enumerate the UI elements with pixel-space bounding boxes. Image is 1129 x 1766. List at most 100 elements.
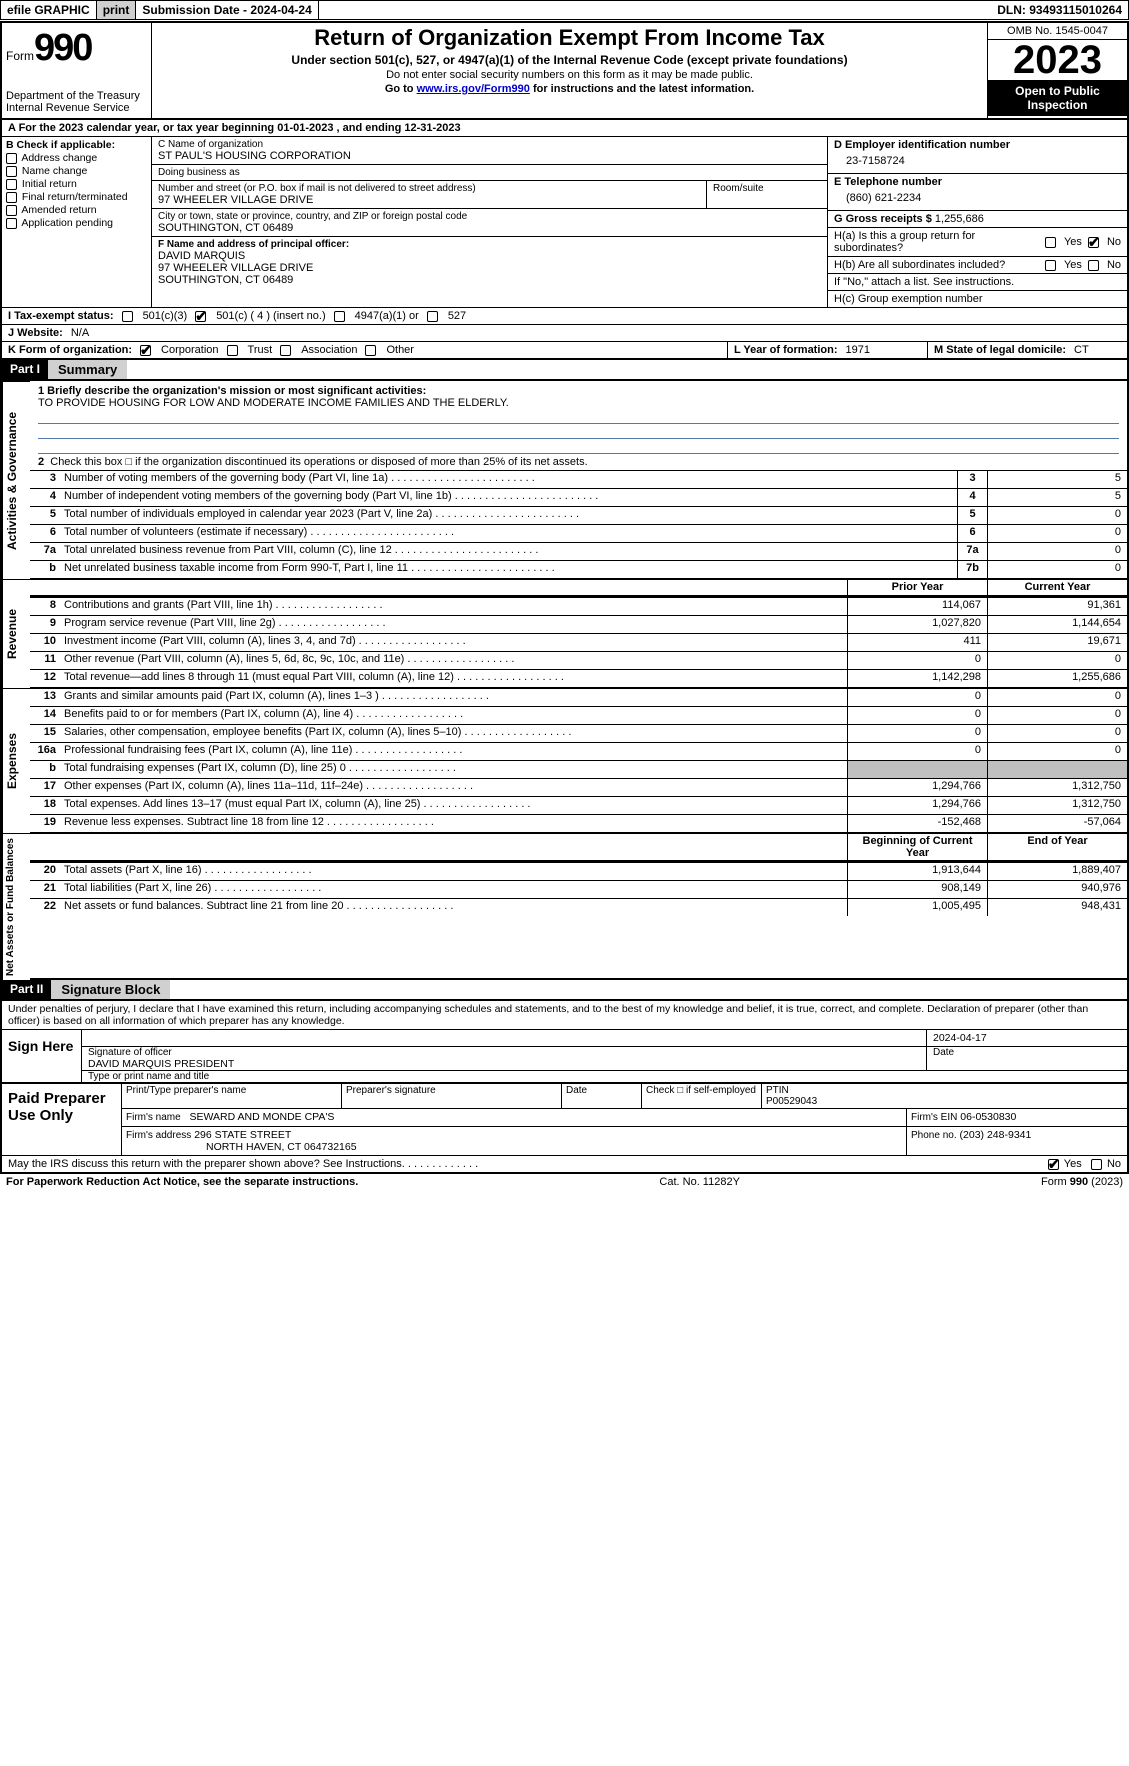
chk-ha-yes[interactable] (1045, 237, 1056, 248)
part1-header: Part I Summary (2, 360, 1127, 381)
telephone: (860) 621-2234 (834, 188, 1121, 208)
org-name: ST PAUL'S HOUSING CORPORATION (158, 150, 821, 162)
row-k: K Form of organization: Corporation Trus… (2, 342, 1127, 360)
summary-netassets: Net Assets or Fund Balances Beginning of… (2, 833, 1127, 980)
dln: DLN: 93493115010264 (991, 1, 1128, 19)
form-subtitle: Under section 501(c), 527, or 4947(a)(1)… (158, 53, 981, 67)
topbar: efile GRAPHIC print Submission Date - 20… (0, 0, 1129, 20)
ptin: P00529043 (766, 1096, 817, 1107)
officer-name: DAVID MARQUIS (158, 250, 821, 262)
data-line: 13Grants and similar amounts paid (Part … (30, 688, 1127, 706)
col-c-org-info: C Name of organization ST PAUL'S HOUSING… (152, 137, 827, 307)
gov-line: 6Total number of volunteers (estimate if… (30, 524, 1127, 542)
gov-line: 7aTotal unrelated business revenue from … (30, 542, 1127, 560)
footer-discuss: May the IRS discuss this return with the… (2, 1155, 1127, 1172)
mission-text: TO PROVIDE HOUSING FOR LOW AND MODERATE … (38, 397, 1119, 409)
col-b-checkboxes: B Check if applicable: Address change Na… (2, 137, 152, 307)
gross-receipts: 1,255,686 (935, 213, 984, 225)
data-line: 19Revenue less expenses. Subtract line 1… (30, 814, 1127, 832)
chk-trust[interactable] (227, 345, 238, 356)
print-button[interactable]: print (97, 1, 137, 19)
data-line: 16aProfessional fundraising fees (Part I… (30, 742, 1127, 760)
data-line: 8Contributions and grants (Part VIII, li… (30, 597, 1127, 615)
firm-name: SEWARD AND MONDE CPA'S (189, 1111, 334, 1123)
data-line: 22Net assets or fund balances. Subtract … (30, 898, 1127, 916)
row-j-website: J Website: N/A (2, 325, 1127, 342)
sig-declaration: Under penalties of perjury, I declare th… (2, 1001, 1127, 1029)
ein: 23-7158724 (834, 151, 1121, 171)
col-d-right: D Employer identification number 23-7158… (827, 137, 1127, 307)
chk-initial-return[interactable] (6, 179, 17, 190)
summary-revenue: Revenue Prior YearCurrent Year 8Contribu… (2, 579, 1127, 688)
part2-header: Part II Signature Block (2, 980, 1127, 1001)
chk-501c3[interactable] (122, 311, 133, 322)
cat-no: Cat. No. 11282Y (659, 1176, 740, 1188)
form-note-link: Go to www.irs.gov/Form990 for instructio… (158, 83, 981, 95)
tax-year: 2023 (988, 40, 1127, 80)
sign-here-block: Sign Here 2024-04-17 Signature of office… (2, 1029, 1127, 1082)
dept-treasury: Department of the Treasury (6, 90, 147, 102)
chk-hb-yes[interactable] (1045, 260, 1056, 271)
open-inspection: Open to Public Inspection (988, 80, 1127, 116)
summary-governance: Activities & Governance 1 Briefly descri… (2, 381, 1127, 579)
form-header: Form 990 Department of the Treasury Inte… (2, 23, 1127, 120)
data-line: 11Other revenue (Part VIII, column (A), … (30, 651, 1127, 669)
sig-officer: DAVID MARQUIS PRESIDENT (88, 1058, 920, 1070)
sig-date: 2024-04-17 (927, 1030, 1127, 1046)
header-middle: Return of Organization Exempt From Incom… (152, 23, 987, 118)
chk-hb-no[interactable] (1088, 260, 1099, 271)
chk-other[interactable] (365, 345, 376, 356)
form-label: Form 990 (2023) (1041, 1176, 1123, 1188)
chk-corp[interactable] (140, 345, 151, 356)
data-line: 21Total liabilities (Part X, line 26) . … (30, 880, 1127, 898)
submission-date: Submission Date - 2024-04-24 (136, 1, 318, 19)
data-line: 15Salaries, other compensation, employee… (30, 724, 1127, 742)
data-line: 10Investment income (Part VIII, column (… (30, 633, 1127, 651)
chk-address-change[interactable] (6, 153, 17, 164)
dept-irs: Internal Revenue Service (6, 102, 147, 114)
chk-discuss-yes[interactable] (1048, 1159, 1059, 1170)
header-left: Form 990 Department of the Treasury Inte… (2, 23, 152, 118)
chk-4947[interactable] (334, 311, 345, 322)
form-container: Form 990 Department of the Treasury Inte… (0, 21, 1129, 1174)
form-title: Return of Organization Exempt From Incom… (158, 25, 981, 51)
footer-bottom: For Paperwork Reduction Act Notice, see … (0, 1174, 1129, 1190)
data-line: 12Total revenue—add lines 8 through 11 (… (30, 669, 1127, 687)
row-a-period: A For the 2023 calendar year, or tax yea… (2, 120, 1127, 137)
paid-preparer-block: Paid Preparer Use Only Print/Type prepar… (2, 1082, 1127, 1155)
firm-phone: (203) 248-9341 (960, 1129, 1032, 1141)
row-i-tax-status: I Tax-exempt status: 501(c)(3) 501(c) ( … (2, 308, 1127, 325)
chk-name-change[interactable] (6, 166, 17, 177)
data-line: 18Total expenses. Add lines 13–17 (must … (30, 796, 1127, 814)
form-note-ssn: Do not enter social security numbers on … (158, 69, 981, 81)
chk-discuss-no[interactable] (1091, 1159, 1102, 1170)
data-line: bTotal fundraising expenses (Part IX, co… (30, 760, 1127, 778)
gov-line: bNet unrelated business taxable income f… (30, 560, 1127, 578)
header-right: OMB No. 1545-0047 2023 Open to Public In… (987, 23, 1127, 118)
data-line: 17Other expenses (Part IX, column (A), l… (30, 778, 1127, 796)
gov-line: 3Number of voting members of the governi… (30, 470, 1127, 488)
chk-ha-no[interactable] (1088, 237, 1099, 248)
gov-line: 4Number of independent voting members of… (30, 488, 1127, 506)
data-line: 20Total assets (Part X, line 16) . . . .… (30, 862, 1127, 880)
data-line: 9Program service revenue (Part VIII, lin… (30, 615, 1127, 633)
state-domicile: CT (1074, 344, 1089, 356)
chk-app-pending[interactable] (6, 218, 17, 229)
form-number: 990 (34, 27, 91, 70)
year-formation: 1971 (846, 344, 870, 356)
section-bcdefg: B Check if applicable: Address change Na… (2, 137, 1127, 308)
chk-final-return[interactable] (6, 192, 17, 203)
website: N/A (71, 327, 89, 339)
chk-501c[interactable] (195, 311, 206, 322)
org-city: SOUTHINGTON, CT 06489 (158, 222, 821, 234)
chk-assoc[interactable] (280, 345, 291, 356)
chk-amended[interactable] (6, 205, 17, 216)
data-line: 14Benefits paid to or for members (Part … (30, 706, 1127, 724)
org-address: 97 WHEELER VILLAGE DRIVE (158, 194, 700, 206)
chk-527[interactable] (427, 311, 438, 322)
irs-link[interactable]: www.irs.gov/Form990 (417, 83, 530, 95)
gov-line: 5Total number of individuals employed in… (30, 506, 1127, 524)
efile-label: efile GRAPHIC (1, 1, 97, 19)
summary-expenses: Expenses 13Grants and similar amounts pa… (2, 688, 1127, 833)
firm-ein: 06-0530830 (960, 1111, 1016, 1123)
